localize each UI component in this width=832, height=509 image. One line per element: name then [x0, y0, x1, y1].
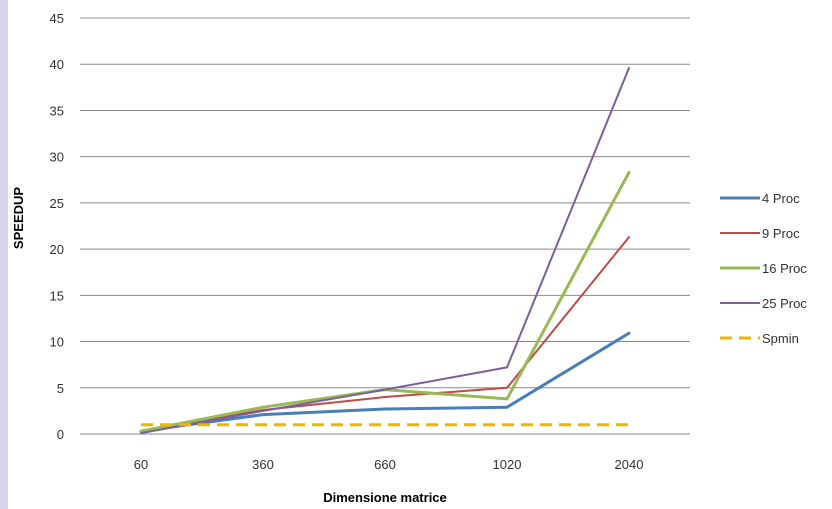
legend-label: 4 Proc [762, 191, 800, 206]
x-tick-label: 660 [374, 457, 396, 472]
legend-label: Spmin [762, 331, 799, 346]
y-tick-label: 40 [50, 57, 64, 72]
y-tick-label: 25 [50, 196, 64, 211]
y-tick-label: 15 [50, 288, 64, 303]
x-tick-label: 360 [252, 457, 274, 472]
x-tick-label: 1020 [493, 457, 522, 472]
y-tick-label: 0 [57, 427, 64, 442]
y-tick-label: 20 [50, 242, 64, 257]
y-tick-label: 30 [50, 150, 64, 165]
legend: 4 Proc 9 Proc 16 Proc 25 Proc Spmin [720, 191, 807, 346]
y-tick-label: 45 [50, 11, 64, 26]
x-tick-label: 60 [134, 457, 148, 472]
x-tick-label: 2040 [615, 457, 644, 472]
series-lines [139, 66, 631, 435]
series-line-25-proc [140, 66, 630, 435]
y-tick-labels: 0 5 10 15 20 25 30 35 40 45 [50, 11, 64, 442]
y-tick-label: 5 [57, 381, 64, 396]
legend-label: 16 Proc [762, 261, 807, 276]
x-axis-title: Dimensione matrice [323, 490, 447, 505]
y-tick-label: 35 [50, 103, 64, 118]
legend-label: 9 Proc [762, 226, 800, 241]
y-tick-label: 10 [50, 335, 64, 350]
legend-label: 25 Proc [762, 296, 807, 311]
slide-edge-strip [0, 0, 8, 509]
x-tick-labels: 60 360 660 1020 2040 [134, 457, 644, 472]
series-line-9-proc [140, 236, 630, 433]
y-axis-title: SPEEDUP [11, 187, 26, 249]
series-line-16-proc [139, 170, 631, 433]
series-line-4-proc [139, 331, 631, 433]
